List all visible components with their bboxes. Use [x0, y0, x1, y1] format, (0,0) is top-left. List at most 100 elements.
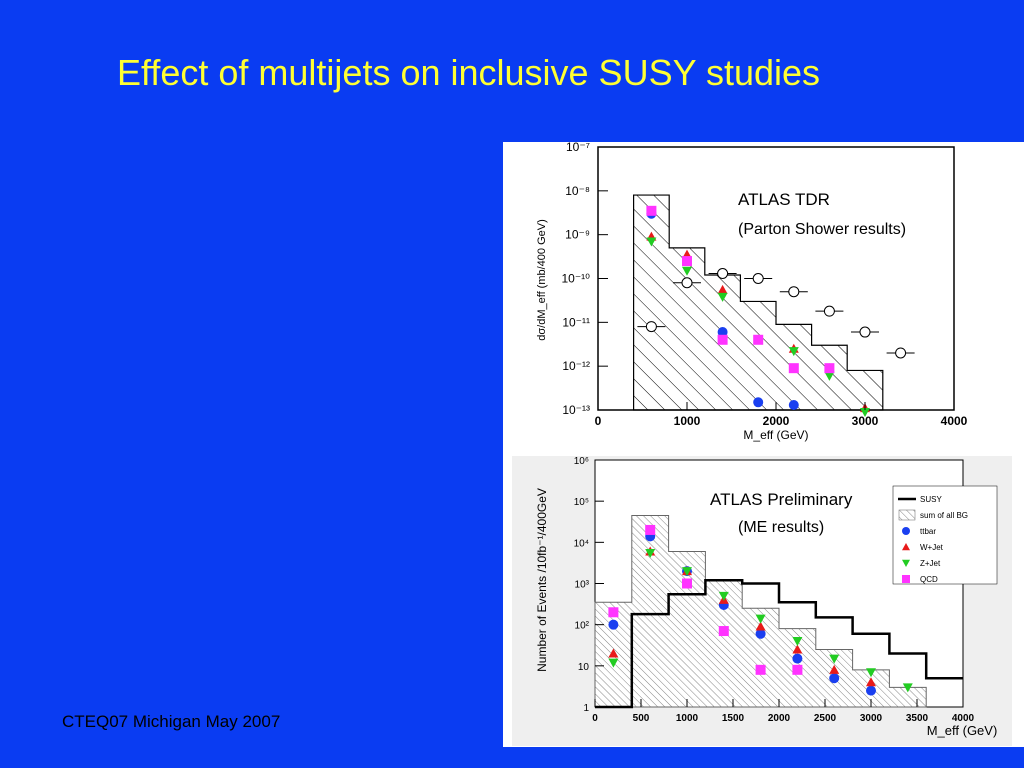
data-point: [645, 549, 656, 559]
chart-top: 0 1000 2000 3000 4000 10⁻⁷ 10⁻⁸ 10⁻⁹ 10⁻¹⁰ 10⁻¹¹ 1…: [536, 140, 968, 442]
y-tick-label: 10⁻¹²: [562, 359, 590, 373]
chart-top-markers: [637, 205, 915, 418]
chart-bottom-title: ATLAS Preliminary: [710, 490, 853, 509]
data-point: [717, 284, 728, 294]
y-tick-label: 10⁻¹⁰: [562, 272, 591, 286]
data-point: [645, 524, 656, 535]
data-point: [608, 658, 619, 668]
x-tick-label: 2000: [763, 414, 790, 428]
y-tick-label: 10: [578, 662, 590, 673]
data-point: [755, 664, 766, 675]
chart-bottom: 0 500 1000 1500 2000 2500 3000 3500 4000 1 10 10² 10…: [512, 456, 1012, 746]
footer-text: CTEQ07 Michigan May 2007: [62, 712, 281, 731]
y-tick-label: 10⁴: [574, 538, 589, 549]
chart-bottom-ylabel: Number of Events /10fb⁻¹/400GeV: [535, 488, 549, 672]
data-point: [717, 292, 728, 302]
data-point: [755, 621, 766, 631]
data-point: [646, 237, 657, 247]
x-tick-label: 3500: [906, 713, 929, 724]
legend-label: W+Jet: [920, 543, 944, 552]
chart-top-ticks: 0 1000 2000 3000 4000 10⁻⁷ 10⁻⁸ 10⁻⁹ 10⁻¹⁰ 10⁻¹¹ 1…: [562, 140, 968, 428]
data-point: [823, 305, 835, 317]
legend-marker: [902, 527, 910, 535]
y-tick-label: 1: [583, 703, 589, 714]
chart-top-title: ATLAS TDR: [738, 190, 830, 209]
legend-marker: [902, 575, 910, 583]
x-tick-label: 4000: [952, 713, 975, 724]
x-tick-label: 1000: [674, 414, 701, 428]
data-point: [895, 347, 907, 359]
y-tick-label: 10²: [575, 621, 590, 632]
data-point: [608, 619, 619, 630]
chart-top-ylabel: dσ/dM_eff (mb/400 GeV): [536, 219, 548, 341]
chart-bottom-legend-items: SUSY sum of all BG ttbar W+Jet Z+Jet QCD: [898, 495, 968, 584]
data-point: [859, 326, 871, 338]
data-point: [902, 683, 913, 693]
data-point: [682, 567, 692, 577]
legend-marker: [902, 559, 910, 567]
y-tick-label: 10³: [575, 580, 590, 591]
data-point: [682, 256, 692, 267]
susy-histogram: [595, 578, 963, 709]
data-point: [866, 685, 876, 696]
data-point: [608, 607, 619, 618]
data-point: [866, 668, 876, 678]
chart-bottom-histogram: [594, 514, 963, 709]
chart-bottom-subtitle: (ME results): [738, 519, 824, 536]
legend-label: SUSY: [920, 495, 942, 504]
data-point: [753, 397, 764, 408]
data-point: [788, 363, 799, 374]
data-point: [829, 654, 840, 664]
x-tick-label: 3000: [852, 414, 879, 428]
slide-title: Effect of multijets on inclusive SUSY st…: [117, 52, 821, 93]
chart-bottom-markers: [608, 524, 913, 696]
x-tick-label: 1500: [722, 713, 745, 724]
data-point: [792, 664, 803, 675]
data-point: [788, 286, 800, 298]
chart-bottom-xlabel: M_eff (GeV): [927, 723, 998, 738]
sum-bg-histogram: [594, 514, 927, 708]
x-tick-label: 0: [595, 414, 602, 428]
data-point: [717, 334, 728, 345]
data-point: [718, 591, 729, 601]
x-tick-label: 0: [592, 713, 598, 724]
data-point: [753, 334, 764, 345]
data-point: [718, 626, 729, 637]
y-tick-label: 10⁻¹¹: [562, 315, 590, 329]
hatched-histogram: [633, 194, 884, 411]
data-point: [829, 673, 840, 684]
data-point: [860, 408, 870, 418]
data-point: [755, 614, 766, 624]
chart-top-histogram: [633, 194, 884, 411]
data-point: [645, 321, 657, 333]
data-point: [717, 327, 728, 338]
chart-top-subtitle: (Parton Shower results): [738, 221, 906, 238]
data-point: [755, 628, 766, 639]
data-point: [681, 277, 693, 289]
data-point: [824, 363, 835, 374]
y-tick-label: 10⁵: [574, 497, 589, 508]
y-tick-label: 10⁻⁸: [565, 184, 590, 198]
chart-top-xlabel: M_eff (GeV): [743, 428, 808, 442]
data-point: [824, 371, 835, 381]
x-tick-label: 3000: [860, 713, 883, 724]
data-point: [682, 578, 692, 589]
x-tick-label: 2500: [814, 713, 837, 724]
legend-label: ttbar: [920, 527, 936, 536]
data-point: [788, 400, 799, 411]
data-point: [608, 648, 619, 658]
x-tick-label: 4000: [941, 414, 968, 428]
data-point: [788, 347, 799, 357]
data-point: [792, 637, 803, 647]
y-tick-label: 10⁻⁹: [565, 228, 590, 242]
legend-label: Z+Jet: [920, 559, 941, 568]
data-point: [792, 644, 803, 654]
chart-bottom-ticks: 0 500 1000 1500 2000 2500 3000 3500 4000 1 10 10² 10…: [574, 456, 975, 724]
y-tick-label: 10⁻¹³: [562, 403, 590, 417]
x-tick-label: 500: [633, 713, 650, 724]
x-tick-label: 1000: [676, 713, 699, 724]
data-point: [792, 653, 803, 664]
data-point: [752, 273, 764, 284]
data-point: [829, 664, 840, 674]
